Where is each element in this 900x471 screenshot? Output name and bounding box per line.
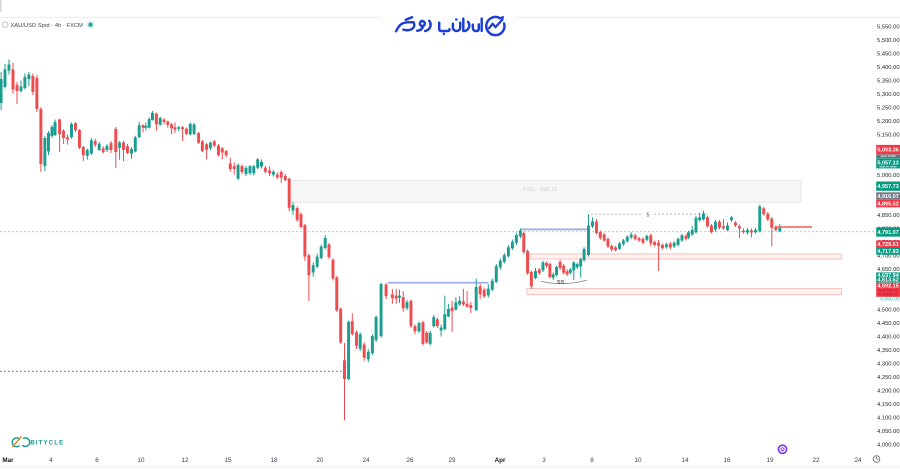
svg-text:5,300.00: 5,300.00 — [877, 92, 900, 98]
svg-text:5,200.00: 5,200.00 — [877, 119, 900, 125]
svg-text:4,350.00: 4,350.00 — [877, 348, 900, 354]
svg-text:4,637.94: 4,637.94 — [877, 273, 899, 279]
svg-text:4,895.52: 4,895.52 — [877, 202, 898, 208]
svg-text:24: 24 — [362, 457, 370, 464]
svg-text:ajqbd 1d7fkd: ajqbd 1d7fkd — [880, 155, 896, 158]
svg-text:5,057.13: 5,057.13 — [877, 161, 898, 167]
svg-text:5,000.00: 5,000.00 — [877, 173, 900, 179]
svg-text:5,400.00: 5,400.00 — [877, 65, 900, 71]
svg-text:26: 26 — [406, 457, 414, 464]
svg-text:5,150.00: 5,150.00 — [877, 132, 900, 138]
svg-text:4,916.07: 4,916.07 — [877, 194, 898, 200]
svg-text:4,050.00: 4,050.00 — [877, 429, 900, 435]
svg-text:10: 10 — [634, 457, 642, 464]
svg-text:4,200.00: 4,200.00 — [877, 389, 900, 395]
svg-text:14: 14 — [681, 457, 689, 464]
svg-text:5,250.00: 5,250.00 — [877, 105, 900, 111]
svg-text:BITYCLE: BITYCLE — [30, 439, 64, 446]
svg-text:5,500.00: 5,500.00 — [877, 38, 900, 44]
svg-text:8: 8 — [590, 457, 594, 464]
svg-text:4,000.00: 4,000.00 — [877, 442, 900, 448]
svg-text:4,100.00: 4,100.00 — [877, 415, 900, 421]
svg-text:5: 5 — [646, 212, 649, 218]
svg-text:4,250.00: 4,250.00 — [877, 375, 900, 381]
svg-text:3: 3 — [542, 457, 546, 464]
svg-text:4,700.00: 4,700.00 — [877, 254, 900, 260]
svg-text:4,500.00: 4,500.00 — [877, 308, 900, 314]
svg-text:4,150.00: 4,150.00 — [877, 402, 900, 408]
svg-text:4,729.61: 4,729.61 — [877, 242, 898, 248]
svg-text:%-4,785.76: %-4,785.76 — [878, 289, 897, 293]
svg-text:22: 22 — [812, 457, 820, 464]
svg-text:4,400.00: 4,400.00 — [877, 335, 900, 341]
svg-text:Mar: Mar — [2, 457, 14, 464]
svg-text:18: 18 — [270, 457, 278, 464]
svg-text:5,550.00: 5,550.00 — [877, 25, 900, 31]
svg-text:XAU/USD Spot · 4h · FXCM: XAU/USD Spot · 4h · FXCM — [10, 23, 83, 29]
svg-text:4,300.00: 4,300.00 — [877, 362, 900, 368]
svg-text:4,613.62: 4,613.62 — [877, 278, 898, 284]
svg-text:4,850.00: 4,850.00 — [877, 213, 900, 219]
svg-text:16: 16 — [723, 457, 731, 464]
svg-text:19: 19 — [766, 457, 774, 464]
svg-text:15: 15 — [224, 457, 232, 464]
svg-text:4,550.00: 4,550.00 — [880, 296, 900, 302]
svg-text:4: 4 — [49, 457, 53, 464]
svg-text:5,350.00: 5,350.00 — [877, 78, 900, 84]
svg-text:6: 6 — [95, 457, 99, 464]
svg-text:20: 20 — [316, 457, 324, 464]
svg-text:4,717.83: 4,717.83 — [877, 249, 898, 255]
svg-text:24: 24 — [854, 457, 862, 464]
svg-text:29: 29 — [448, 457, 456, 464]
svg-text:5,450.00: 5,450.00 — [877, 52, 900, 58]
svg-text:10: 10 — [137, 457, 145, 464]
svg-text:4,791.07: 4,791.07 — [877, 230, 898, 236]
svg-text:FVG - 498.10: FVG - 498.10 — [523, 187, 558, 193]
svg-text:4,957.73: 4,957.73 — [877, 184, 898, 190]
svg-text:12: 12 — [181, 457, 189, 464]
svg-text:Apr: Apr — [495, 457, 506, 464]
svg-text:4,650.00: 4,650.00 — [877, 267, 900, 273]
svg-text:4,450.00: 4,450.00 — [877, 321, 900, 327]
svg-text:5,093.36: 5,093.36 — [877, 148, 898, 154]
svg-text:%-4,936.67: %-4,936.67 — [878, 293, 897, 297]
svg-text:wjqw wr wkqw: wjqw wr wkqw — [879, 165, 896, 168]
svg-text:4,592.15: 4,592.15 — [877, 284, 898, 290]
svg-text:SS: SS — [557, 280, 565, 286]
